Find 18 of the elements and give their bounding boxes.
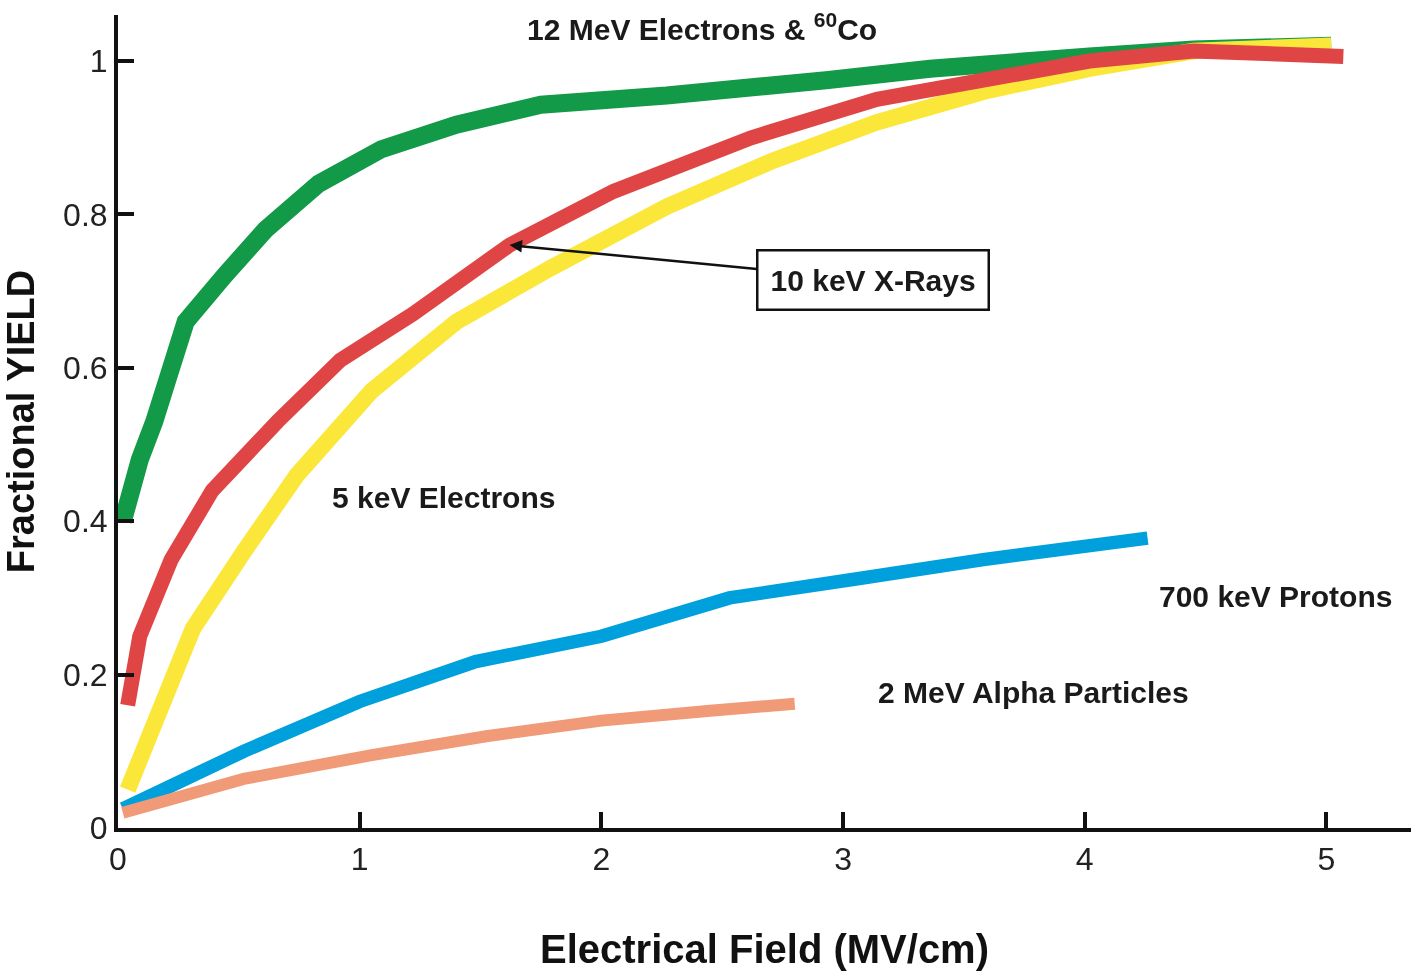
x-axis-title: Electrical Field (MV/cm) — [539, 927, 990, 972]
x-tick-label: 5 — [1317, 841, 1336, 878]
x-tick-label: 3 — [834, 841, 852, 878]
y-tick-label: 0.2 — [63, 656, 108, 693]
text: 2 MeV Alpha Particles — [878, 676, 1189, 709]
annotation: 10 keV X-Rays — [770, 263, 976, 297]
series-label: 5 keV Electrons — [332, 481, 556, 514]
y-tick-label: 0.8 — [63, 196, 108, 233]
x-tick-label: 2 — [592, 841, 611, 878]
y-tick-label: 0.4 — [63, 503, 108, 540]
series-label: 12 MeV Electrons & $^{60}$Co — [527, 8, 878, 46]
y-axis-title: Fractional YIELD — [0, 269, 42, 574]
series-label: 700 keV Protons — [1159, 580, 1393, 613]
y-tick-label: 0 — [89, 810, 108, 847]
x-tick-label: 4 — [1075, 841, 1094, 878]
y-tick-label: 0.6 — [63, 350, 108, 387]
x-tick-label: 1 — [350, 841, 369, 878]
y-tick-label: 1 — [89, 43, 108, 80]
